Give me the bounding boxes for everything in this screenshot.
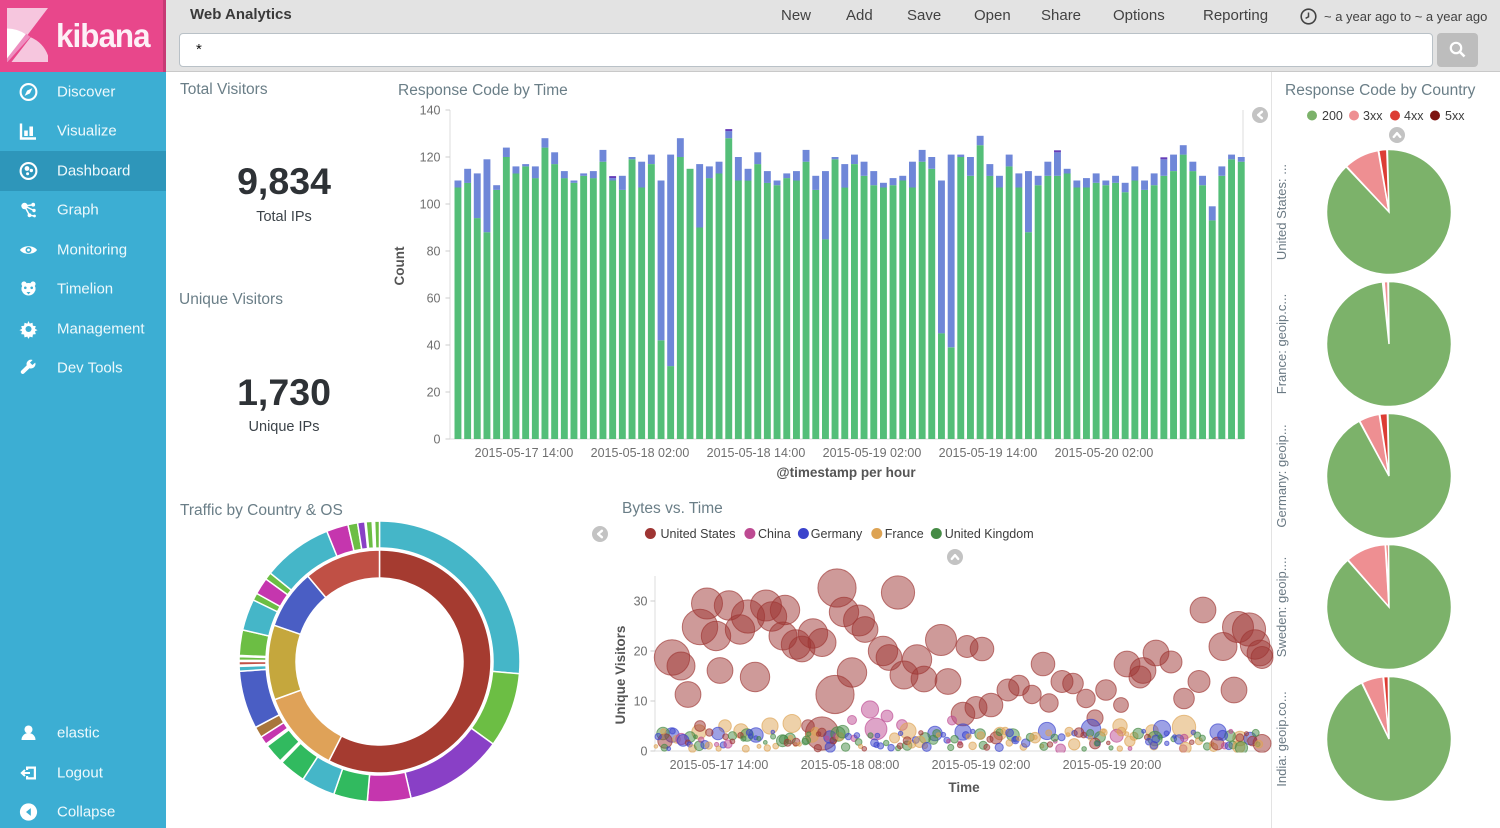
svg-text:India: geoip.co...: India: geoip.co...	[1274, 691, 1289, 786]
svg-text:200: 200	[1322, 109, 1343, 123]
svg-text:Sweden: geoip....: Sweden: geoip....	[1274, 557, 1289, 657]
svg-text:2015-05-18 08:00: 2015-05-18 08:00	[801, 758, 900, 772]
svg-text:2015-05-18 14:00: 2015-05-18 14:00	[707, 446, 806, 460]
svg-text:Time: Time	[948, 780, 980, 795]
svg-text:China: China	[758, 527, 791, 541]
svg-text:140: 140	[420, 104, 441, 118]
svg-text:Unique Visitors: Unique Visitors	[613, 626, 628, 725]
svg-text:20: 20	[634, 645, 648, 659]
svg-text:United States: United States	[661, 527, 736, 541]
svg-text:Germany: geoip...: Germany: geoip...	[1274, 424, 1289, 527]
svg-text:0: 0	[434, 433, 441, 447]
svg-text:10: 10	[634, 695, 648, 709]
svg-text:60: 60	[427, 292, 441, 306]
svg-text:2015-05-18 02:00: 2015-05-18 02:00	[591, 446, 690, 460]
svg-text:2015-05-19 14:00: 2015-05-19 14:00	[939, 446, 1038, 460]
svg-text:France: geoip.c...: France: geoip.c...	[1274, 294, 1289, 394]
svg-text:2015-05-17 14:00: 2015-05-17 14:00	[475, 446, 574, 460]
svg-text:@timestamp per hour: @timestamp per hour	[776, 465, 916, 480]
svg-text:France: France	[885, 527, 924, 541]
svg-text:0: 0	[641, 745, 648, 759]
svg-text:30: 30	[634, 595, 648, 609]
svg-text:3xx: 3xx	[1363, 109, 1383, 123]
svg-text:80: 80	[427, 245, 441, 259]
svg-text:Germany: Germany	[811, 527, 863, 541]
svg-text:2015-05-19 02:00: 2015-05-19 02:00	[932, 758, 1031, 772]
svg-text:2015-05-19 20:00: 2015-05-19 20:00	[1063, 758, 1162, 772]
svg-text:2015-05-20 02:00: 2015-05-20 02:00	[1055, 446, 1154, 460]
svg-text:5xx: 5xx	[1445, 109, 1465, 123]
svg-text:100: 100	[420, 198, 441, 212]
svg-text:2015-05-17 14:00: 2015-05-17 14:00	[670, 758, 769, 772]
svg-text:United Kingdom: United Kingdom	[945, 527, 1034, 541]
svg-text:Count: Count	[392, 246, 407, 285]
svg-text:2015-05-19 02:00: 2015-05-19 02:00	[823, 446, 922, 460]
svg-text:United States: ...: United States: ...	[1274, 164, 1289, 260]
svg-text:20: 20	[427, 386, 441, 400]
svg-text:4xx: 4xx	[1404, 109, 1424, 123]
svg-text:120: 120	[420, 151, 441, 165]
svg-text:40: 40	[427, 339, 441, 353]
